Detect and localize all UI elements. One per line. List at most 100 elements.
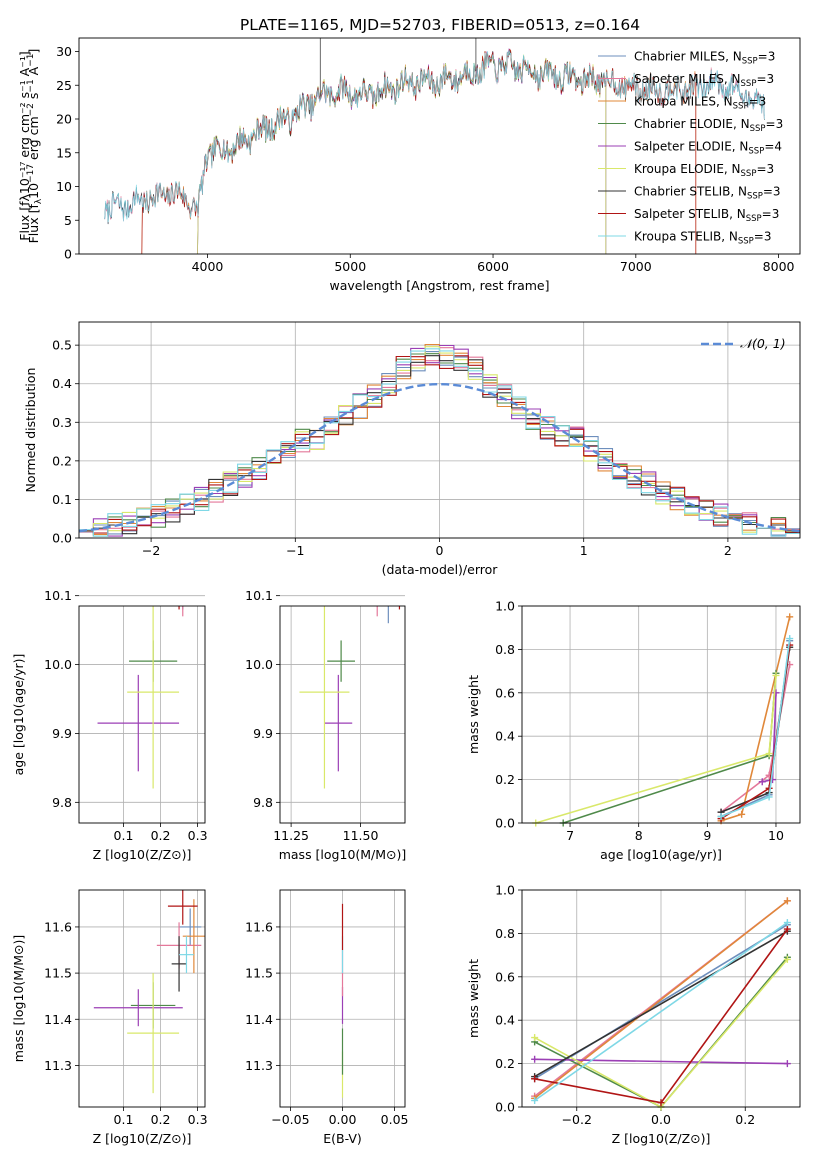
series-line-kroupa_stelib [534,921,788,1102]
y-axis-label: mass [log10(M/M⊙)] [11,935,26,1063]
y-tick-label: 0.0 [495,816,515,831]
legend-text: Kroupa ELODIE, N [634,162,741,176]
axes-frame [78,889,206,1108]
axes-frame [279,889,406,1108]
x-tick-label: 6000 [477,259,509,274]
y-tick-label: 0.4 [52,376,72,391]
series-line-chabrier_stelib [534,930,788,1078]
age_vs_Z-panel: 0.1 0.2 0.3 9.8 9.9 10.0 10.1 Z [log10(Z/Z⊙)] ag… [11,588,208,862]
legend-sub: SSP [742,57,758,67]
x-tick-label: 0.2 [735,1112,755,1127]
y-tick-label: 30 [56,44,72,59]
legend-label-salpeter_miles: Salpeter MILES, NSSP=3 [634,72,774,89]
y-tick-label: 0 [64,247,72,262]
y-axis-label-part: −2 [26,103,36,116]
series-line-kroupa_elodie [535,675,777,824]
y-axis-label: Flux [fλ10⁻¹⁷ erg cm⁻² s⁻¹ A⁻¹] [17,51,32,240]
series-line-salpeter_stelib [720,644,791,820]
series-line-kroupa_miles [534,900,788,1099]
x-tick-label: 10 [768,828,784,843]
y-tick-label: 11.4 [44,1012,72,1027]
y-tick-label: 0.6 [495,969,515,984]
x-axis-label: Z [log10(Z/Z⊙)] [93,1131,192,1146]
spectrum-panel: 4000 5000 6000 7000 8000 0 5 10 15 20 25 30 waveleng… [17,37,801,293]
x-tick-label: 0.1 [114,828,134,843]
series-line-salpeter_miles [720,664,791,813]
mass_vs_ebv-panel: −0.05 0.00 0.05 11.3 11.4 11.5 11.6 E(B-V) [245,889,409,1146]
x-tick-label: 0.3 [188,828,208,843]
y-tick-label: 11.3 [245,1058,273,1073]
y-tick-label: 11.3 [44,1058,72,1073]
y-tick-label: 0.2 [52,453,72,468]
y-tick-label: 0.2 [495,772,515,787]
x-tick-label: −0.2 [562,1112,592,1127]
x-axis-label: (data-model)/error [382,562,499,577]
legend-text: Chabrier STELIB, N [634,185,747,199]
residuals-panel: −2 −1 0 1 2 0.0 0.1 0.2 0.3 0.4 0.5 (data-model)/er… [23,321,801,577]
y-axis-label-part: −17 [26,164,36,183]
series-line-salpeter_stelib [141,48,697,255]
y-tick-label: 9.9 [253,726,273,741]
y-tick-label: 0.8 [495,642,515,657]
y-axis-label: Normed distribution [23,368,38,493]
figure-title: PLATE=1165, MJD=52703, FIBERID=0513, z=0… [240,16,640,34]
x-tick-label: 4000 [192,259,224,274]
legend-label-chabrier_stelib: Chabrier STELIB, NSSP=3 [634,185,781,202]
legend-label-chabrier_elodie: Chabrier ELODIE, NSSP=3 [634,117,783,134]
y-tick-label: 9.9 [52,726,72,741]
legend-text: Salpeter MILES, N [634,72,741,86]
y-tick-label: 11.5 [44,966,72,981]
x-tick-label: 11.50 [343,828,379,843]
legend-label-salpeter_elodie: Salpeter ELODIE, NSSP=4 [634,140,782,157]
legend-text: =3 [762,207,780,221]
x-tick-label: −0.05 [271,1112,309,1127]
series-line-chabrier_miles [720,640,791,818]
axes-frame [279,605,406,824]
x-tick-label: 5000 [334,259,366,274]
y-tick-label: 11.5 [245,966,273,981]
y-tick-label: 10.0 [44,657,72,672]
y-tick-label: 0.0 [52,531,72,546]
x-axis-label: wavelength [Angstrom, rest frame] [329,278,549,293]
series-line-chabrier_elodie [562,673,777,824]
legend-text: =3 [758,50,776,64]
histogram-step-salpeter_elodie [79,344,800,537]
y-tick-label: 11.6 [245,919,273,934]
x-tick-label: 9 [703,828,711,843]
series-line-kroupa_elodie [197,50,607,255]
x-tick-label: 1 [580,543,588,558]
y-tick-label: 11.4 [245,1012,273,1027]
legend-text: Kroupa MILES, N [634,95,733,109]
histogram-step-salpeter_stelib [79,355,800,534]
y-axis-label: Flux [fλ10−17 erg cm−2 s−1 A−1] [26,49,44,244]
series-line-kroupa_stelib [104,50,765,223]
y-axis-label-part: λ [34,198,44,204]
y-tick-label: 0.8 [495,926,515,941]
x-axis-label: Z [log10(Z/Z⊙)] [93,847,192,862]
y-tick-label: 1.0 [495,883,515,898]
legend-text: Salpeter ELODIE, N [634,140,748,154]
y-tick-label: 0.4 [495,1013,515,1028]
legend-label-normal: 𝒩(0, 1) [740,336,786,351]
legend-label-chabrier_miles: Chabrier MILES, NSSP=3 [634,50,775,67]
y-tick-label: 9.8 [253,795,273,810]
legend-sub: SSP [750,124,766,134]
x-tick-label: 8000 [763,259,795,274]
axes-frame [521,889,801,1108]
legend-text: =3 [754,230,772,244]
x-tick-label: 0.1 [114,1112,134,1127]
x-tick-label: 11.25 [273,828,309,843]
legend-label-kroupa_stelib: Kroupa STELIB, NSSP=3 [634,230,772,247]
legend-sub: SSP [741,79,757,89]
series-line-chabrier_elodie [197,49,607,255]
legend-sub: SSP [747,192,763,202]
x-tick-label: 2 [724,543,732,558]
errorbar-points [97,606,184,789]
age_vs_mass-panel: 11.25 11.50 9.8 9.9 10.0 10.1 mass [log10(M/M⊙… [245,588,406,862]
legend-sub: SSP [746,214,762,224]
y-tick-label: 11.6 [44,919,72,934]
legend-sub: SSP [748,147,764,157]
legend-text: =3 [756,72,774,86]
legend-label-kroupa_elodie: Kroupa ELODIE, NSSP=3 [634,162,774,179]
legend-label-kroupa_miles: Kroupa MILES, NSSP=3 [634,95,766,112]
